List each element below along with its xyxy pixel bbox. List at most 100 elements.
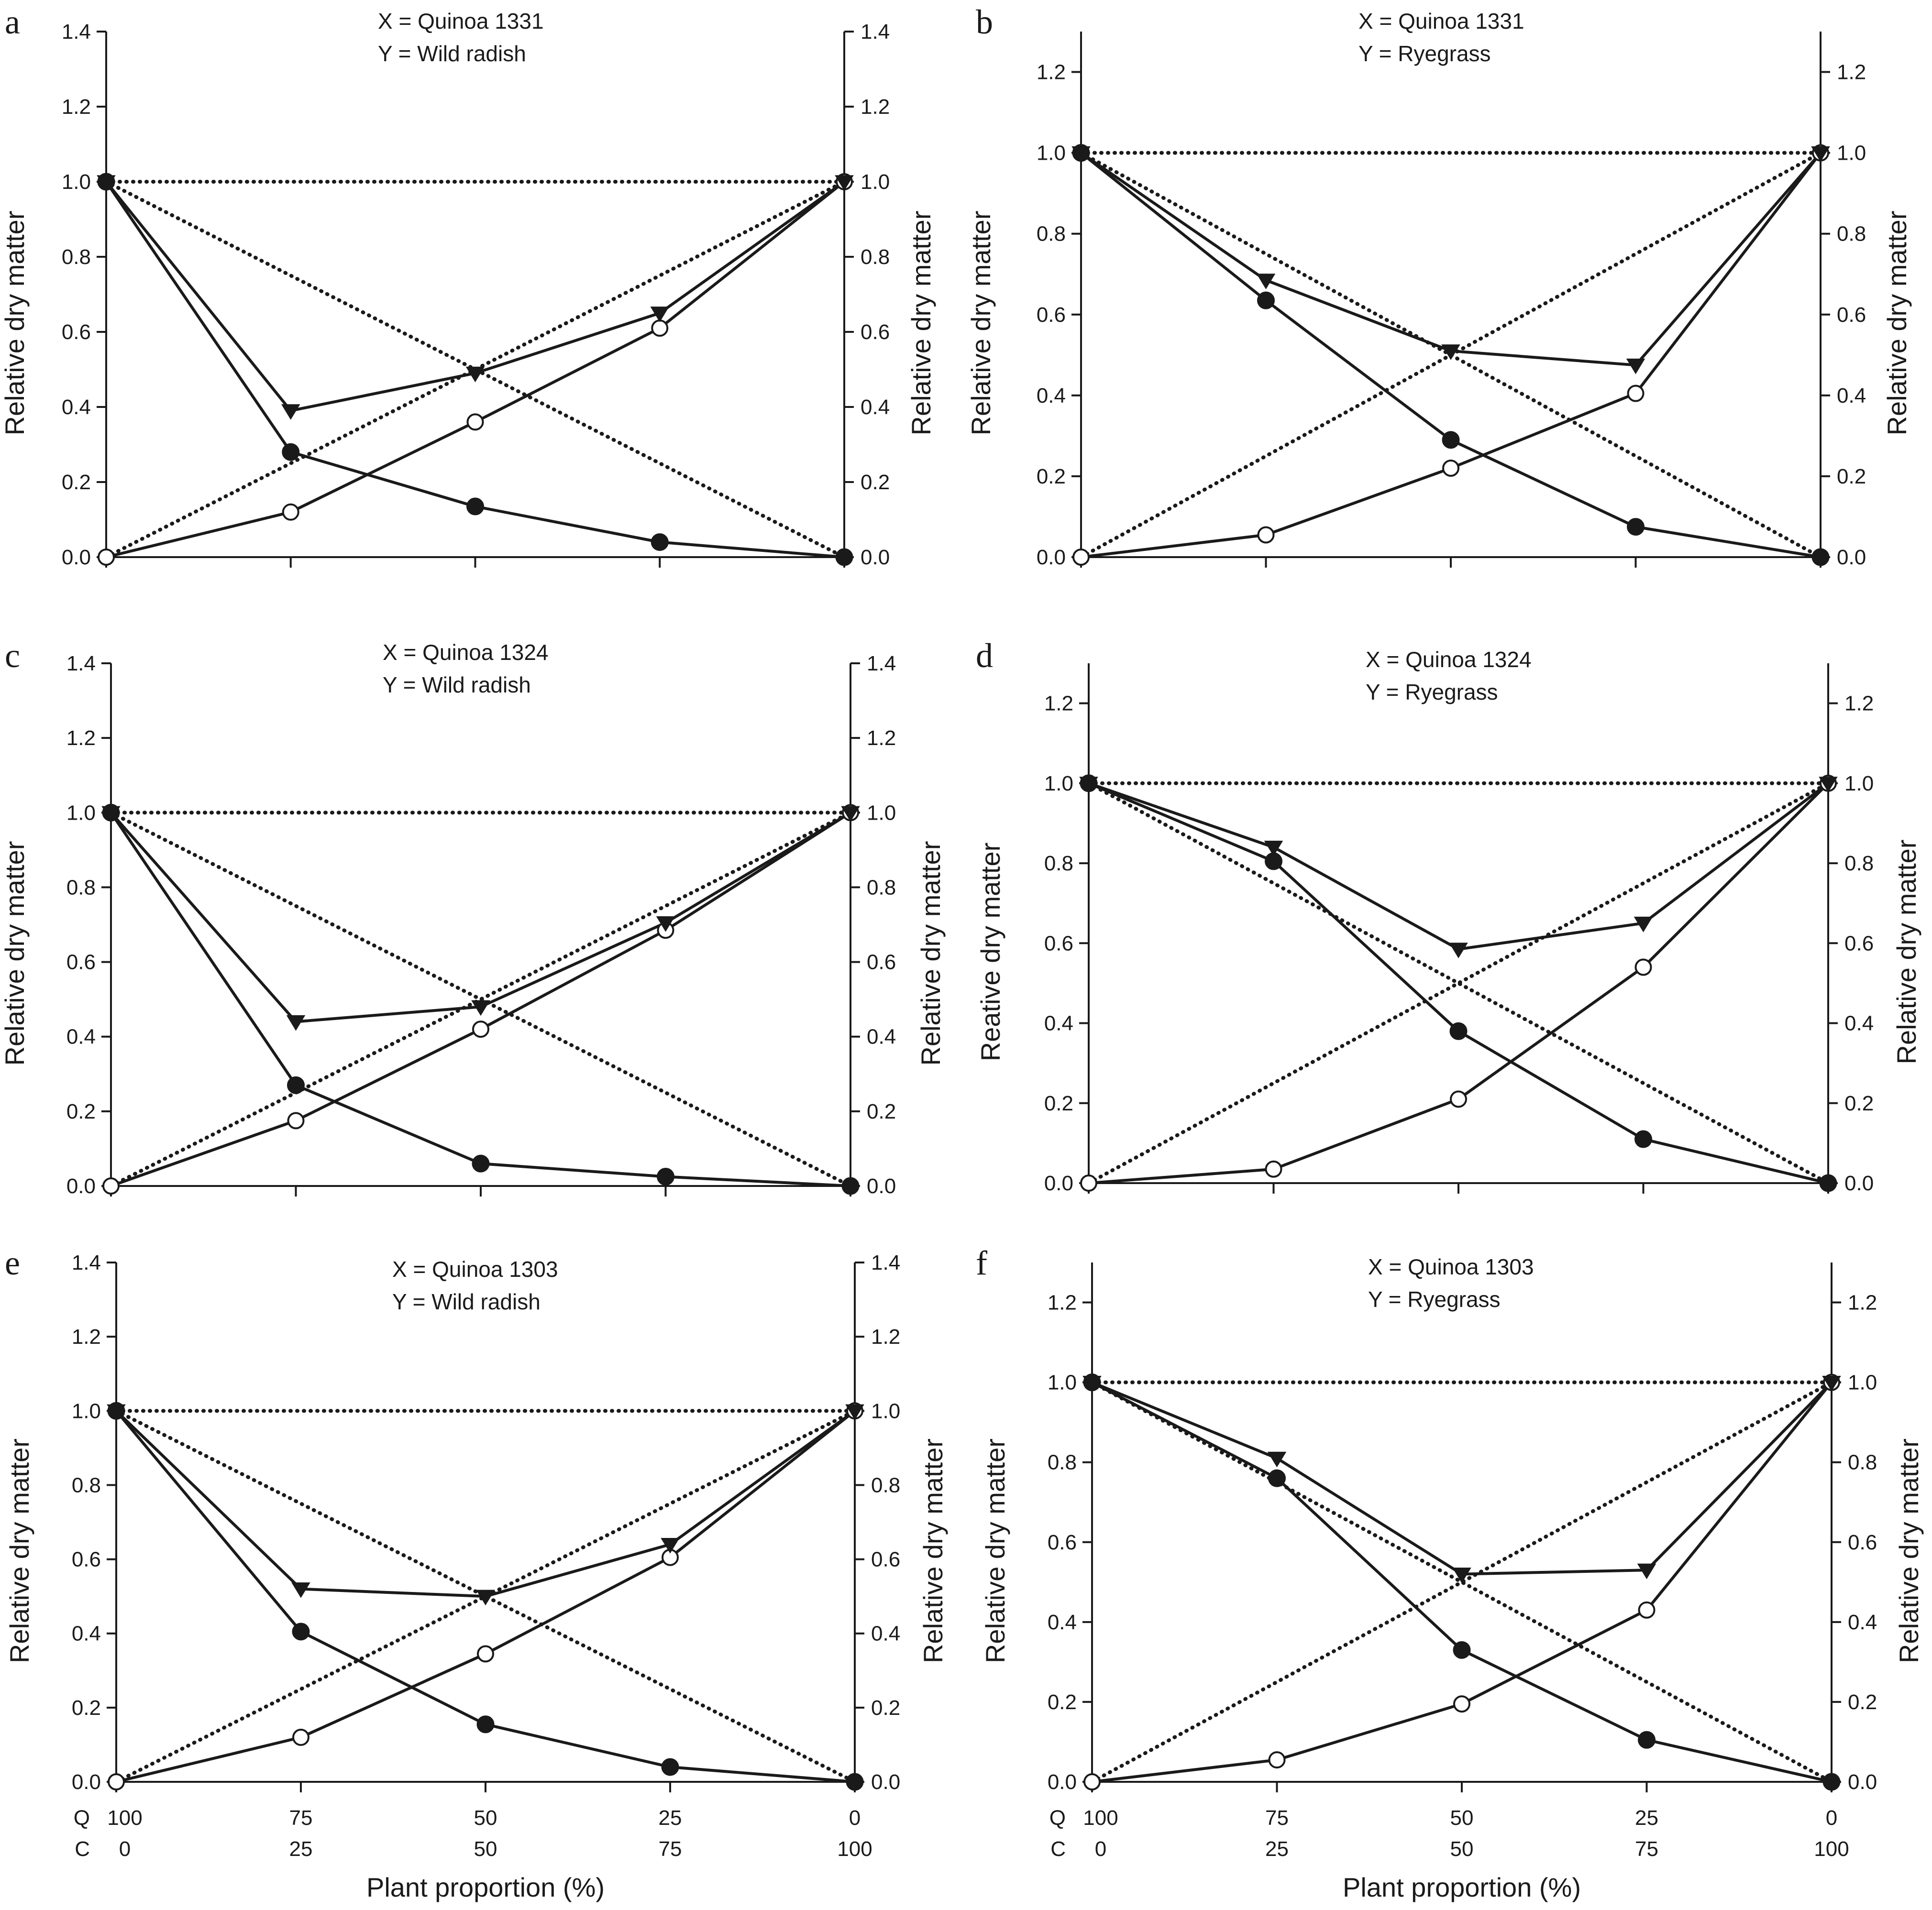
y-tick-label-right: 0.4: [861, 395, 890, 419]
y-tick-label-right: 0.4: [1837, 384, 1866, 407]
data-point-open-circle: [1627, 384, 1645, 402]
y-tick-label-left: 1.2: [1044, 692, 1073, 715]
y-tick-label-right: 1.2: [867, 726, 896, 750]
data-point-open-circle: [108, 1773, 125, 1790]
y-tick-label-left: 0.0: [66, 1175, 96, 1198]
data-point-open-circle: [1453, 1695, 1470, 1713]
data-point-filled-circle: [846, 1773, 864, 1791]
data-point-triangle-down: [291, 1582, 310, 1598]
x-tick-label-c: 25: [289, 1837, 313, 1861]
data-point-open-circle: [1634, 958, 1652, 976]
y-tick-label-left: 0.6: [1048, 1531, 1077, 1554]
data-point-filled-circle: [282, 443, 300, 461]
x-tick-label-c: 75: [1635, 1837, 1658, 1861]
y-tick-label-right: 1.0: [867, 801, 896, 824]
data-point-filled-circle: [1811, 548, 1830, 566]
y-tick-label-left: 0.8: [1037, 222, 1066, 246]
y-tick-label-left: 0.4: [1044, 1012, 1073, 1035]
data-point-filled-circle: [287, 1076, 305, 1094]
y-tick-label-left: 1.0: [1048, 1371, 1077, 1394]
y-axis-title-right: Relative dry matter: [916, 841, 946, 1066]
data-point-triangle-down: [1256, 274, 1276, 289]
y-tick-label-left: 1.0: [66, 801, 96, 824]
y-tick-label-right: 0.4: [1848, 1611, 1877, 1634]
y-tick-label-left: 1.2: [66, 726, 96, 750]
data-point-triangle-down: [465, 366, 485, 383]
reference-line-expected-competitor: [114, 1409, 857, 1784]
data-point-open-circle: [1268, 1751, 1286, 1769]
y-tick-label-left: 1.4: [62, 20, 91, 44]
x-tick-label-q: 50: [1450, 1806, 1474, 1830]
y-axis-title-left: Reative dry matter: [975, 843, 1005, 1062]
annotation-y: Y = Ryegrass: [1366, 680, 1498, 704]
data-point-open-circle: [102, 1177, 120, 1195]
y-tick-label-right: 1.0: [1844, 772, 1874, 795]
y-tick-label-right: 0.2: [1844, 1092, 1874, 1115]
data-point-filled-circle: [1257, 291, 1275, 309]
y-tick-label-right: 0.2: [1848, 1690, 1877, 1714]
y-tick-label-right: 0.8: [1844, 852, 1874, 875]
data-point-filled-circle: [1449, 1022, 1468, 1040]
y-tick-label-right: 0.2: [861, 471, 890, 494]
data-point-filled-circle: [1268, 1469, 1286, 1487]
annotation-x: X = Quinoa 1303: [392, 1257, 558, 1282]
x-tick-label-c: 25: [1265, 1837, 1289, 1861]
y-tick-label-left: 0.0: [72, 1770, 101, 1794]
data-point-open-circle: [477, 1645, 494, 1663]
data-point-filled-circle: [657, 1167, 674, 1186]
y-tick-label-right: 1.0: [871, 1399, 900, 1423]
y-axis-title-left: Relative dry matter: [980, 1438, 1010, 1663]
y-tick-label-right: 0.8: [871, 1473, 900, 1497]
y-tick-label-left: 1.4: [66, 652, 96, 675]
data-point-filled-circle: [1453, 1641, 1471, 1659]
y-axis-title-left: Relative dry matter: [0, 841, 30, 1066]
data-point-triangle-down: [476, 1590, 495, 1606]
y-tick-label-right: 1.4: [861, 20, 890, 44]
y-tick-label-left: 1.2: [62, 95, 91, 119]
data-point-filled-circle: [1822, 1773, 1841, 1791]
data-point-triangle-down: [1626, 358, 1645, 374]
y-tick-label-left: 0.8: [62, 245, 91, 269]
y-tick-label-right: 0.0: [1848, 1770, 1877, 1794]
annotation-y: Y = Ryegrass: [1358, 41, 1491, 66]
reference-line-expected-competitor: [1087, 781, 1830, 1185]
annotation-x: X = Quinoa 1331: [378, 9, 544, 33]
y-axis-title-right: Relative dry matter: [1894, 1438, 1924, 1663]
x-tick-label-q: 50: [474, 1806, 497, 1830]
panel-letter: b: [976, 3, 993, 41]
data-point-triangle-down: [1449, 943, 1468, 958]
data-point-filled-circle: [1819, 1174, 1837, 1192]
data-point-open-circle: [1257, 526, 1275, 544]
data-point-open-circle: [1638, 1601, 1656, 1619]
y-tick-label-left: 0.4: [1037, 384, 1066, 407]
y-tick-label-left: 0.2: [1048, 1690, 1077, 1714]
x-axis-title: Plant proportion (%): [366, 1872, 605, 1902]
y-tick-label-left: 1.0: [1044, 772, 1073, 795]
data-point-triangle-down: [1264, 841, 1283, 856]
panel-letter: c: [5, 637, 20, 675]
y-tick-label-left: 0.0: [1048, 1770, 1077, 1794]
data-point-open-circle: [472, 1021, 489, 1038]
y-tick-label-left: 0.8: [66, 876, 96, 899]
y-axis-title-right: Relative dry matter: [1882, 211, 1912, 436]
y-tick-label-left: 0.8: [1048, 1451, 1077, 1474]
data-point-triangle-down: [656, 916, 675, 932]
panel-letter: f: [976, 1244, 987, 1282]
data-point-triangle-down: [101, 806, 121, 822]
x-tick-label-c: 50: [1450, 1837, 1474, 1861]
y-tick-label-right: 1.2: [1844, 692, 1874, 715]
panel-letter: a: [5, 3, 20, 41]
y-tick-label-left: 0.6: [72, 1548, 101, 1571]
y-tick-label-right: 0.6: [861, 320, 890, 344]
x-tick-label-q: 25: [1635, 1806, 1658, 1830]
data-point-open-circle: [282, 503, 299, 521]
data-point-triangle-down: [1634, 916, 1653, 933]
y-tick-label-right: 1.4: [871, 1251, 900, 1274]
x-tick-label-c: 0: [119, 1837, 131, 1861]
row-label-q: Q: [74, 1806, 90, 1830]
data-point-open-circle: [1072, 549, 1090, 566]
y-tick-label-right: 0.8: [861, 245, 890, 269]
panel-b: 0.0 0.0 0.2 0.2 0.4 0.4 0.6 0.6 0.8 0.8 1.0 1.0 1.2 1…: [966, 3, 1912, 569]
y-tick-label-right: 1.2: [1848, 1291, 1877, 1315]
data-point-triangle-down: [1267, 1451, 1287, 1468]
